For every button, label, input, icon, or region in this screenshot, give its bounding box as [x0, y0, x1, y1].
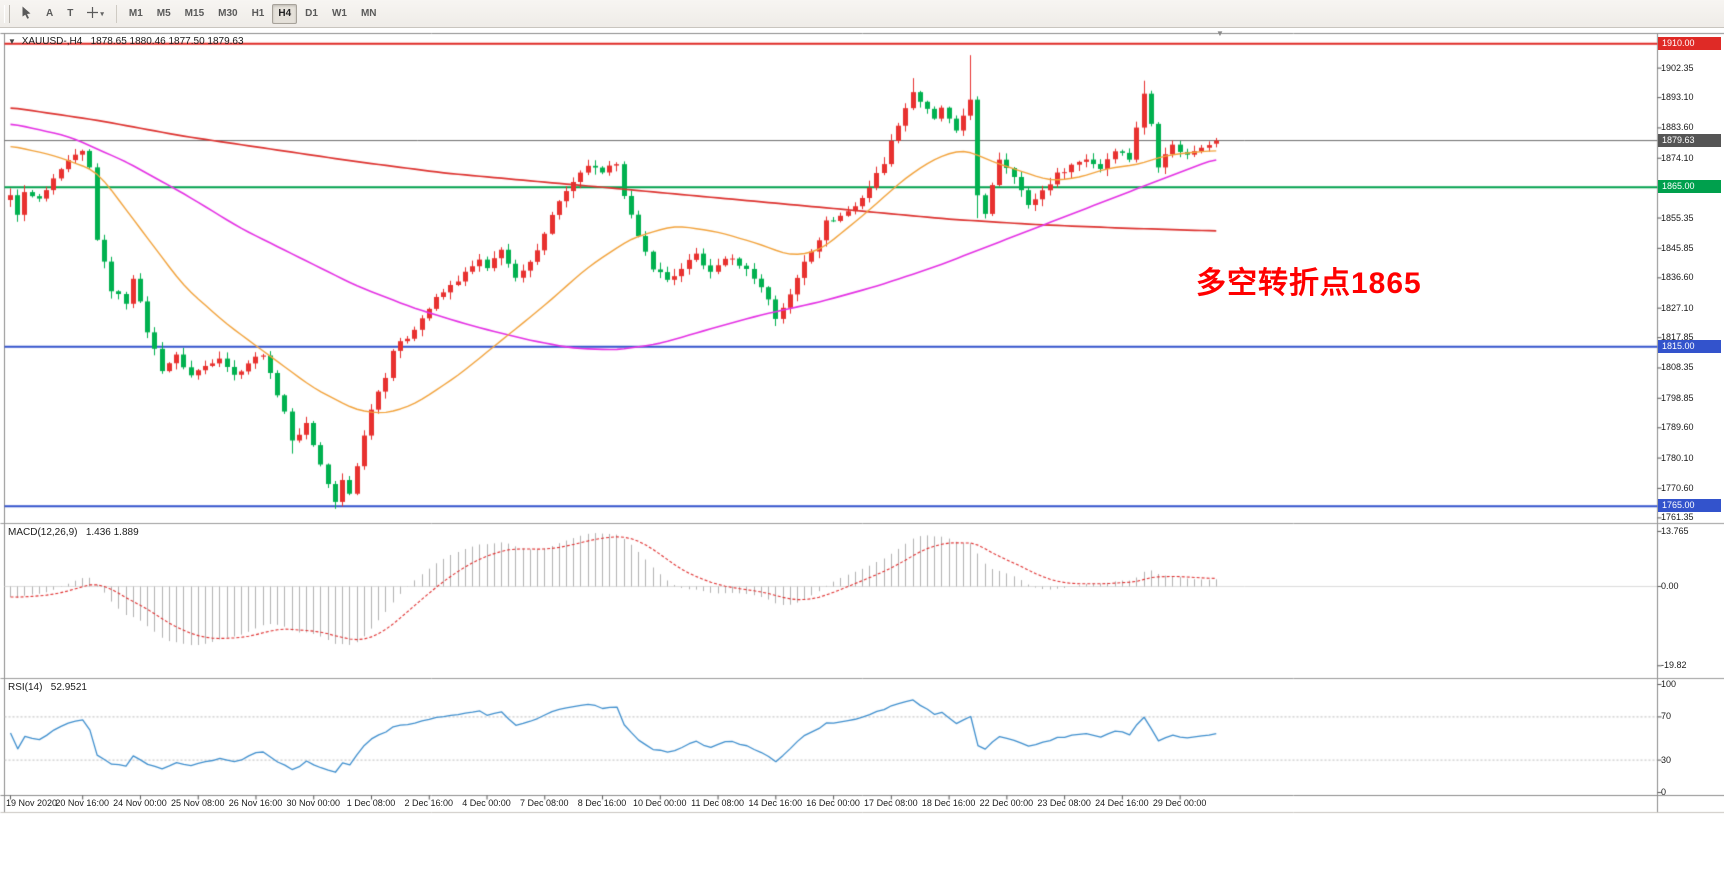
timeframe-button-M1[interactable]: M1 [128, 8, 143, 19]
rsi-value: 52.9521 [50, 682, 87, 693]
macd-pane-label: MACD(12,26,9) 1.436 1.889 [8, 527, 139, 538]
price-axis-label: 1874.10 [1661, 152, 1694, 163]
timeframe-button-MN[interactable]: MN [360, 8, 377, 19]
macd-axis-label: 0.00 [1661, 581, 1679, 591]
date-axis-label: 8 Dec 16:00 [577, 798, 627, 808]
date-axis-label: 24 Nov 00:00 [113, 798, 167, 808]
cursor-icon [21, 6, 32, 22]
tool-button-text[interactable]: A [46, 8, 54, 19]
date-axis-label: 4 Dec 00:00 [462, 798, 511, 808]
date-axis-label: 22 Dec 00:00 [979, 798, 1034, 808]
ohlc-readout: 1878.65 1880.46 1877.50 1879.63 [90, 36, 244, 47]
rsi-pane-label: RSI(14) 52.9521 [8, 682, 87, 693]
toolbar-separator [115, 4, 117, 23]
date-axis-label: 16 Dec 00:00 [806, 798, 860, 808]
timeframe-button-D1[interactable]: D1 [305, 8, 318, 19]
date-axis-label: 17 Dec 08:00 [864, 798, 918, 808]
price-axis-label: 1836.60 [1661, 272, 1694, 283]
timeframe-button-M5[interactable]: M5 [156, 8, 171, 19]
date-axis-label: 14 Dec 16:00 [748, 798, 803, 808]
date-axis-label: 1 Dec 08:00 [346, 798, 396, 808]
top-toolbar: A T ▾ M1 M5 M15 M30 H1 H4 D1 W1 MN [0, 0, 1724, 28]
price-badge-1815.00: 1815.00 [1658, 339, 1721, 353]
macd-axis-label: -19.82 [1661, 660, 1687, 671]
macd-values: 1.436 1.889 [85, 527, 139, 538]
price-axis-label: 1893.10 [1661, 92, 1694, 103]
date-axis-label: 29 Dec 00:00 [1152, 798, 1207, 808]
price-axis-label: 1798.85 [1661, 392, 1694, 403]
price-axis-label: 1780.10 [1661, 452, 1694, 463]
price-axis-label: 1817.85 [1661, 332, 1694, 343]
price-axis-label: 1827.10 [1661, 302, 1694, 313]
price-axis-label: 1770.60 [1661, 482, 1694, 493]
date-axis-label: 18 Dec 16:00 [921, 798, 976, 808]
tool-button-crosshair[interactable]: ▾ [81, 4, 110, 24]
collapse-arrow-icon[interactable]: ▼ [8, 37, 16, 46]
rsi-axis-label: 0 [1661, 787, 1667, 797]
timeframe-button-M15[interactable]: M15 [184, 8, 205, 19]
symbol-title: XAUUSD-,H4 [21, 36, 83, 47]
crosshair-icon [87, 6, 99, 21]
price-axis-label: 1789.60 [1661, 422, 1694, 433]
chart-shift-marker-icon[interactable]: ▼ [1216, 29, 1224, 38]
price-axis-label: 1902.35 [1661, 62, 1694, 73]
rsi-axis-label: 70 [1661, 711, 1672, 722]
price-badge-1865.00: 1865.00 [1658, 180, 1721, 194]
chart-annotation-text: 多空转折点1865 [1196, 267, 1422, 300]
timeframe-button-M30[interactable]: M30 [218, 8, 238, 19]
price-badge-1910.00: 1910.00 [1658, 36, 1721, 50]
tool-button-cursor[interactable] [15, 4, 38, 24]
price-axis-label: 1845.85 [1661, 242, 1694, 253]
chart-header: ▼ XAUUSD-,H4 1878.65 1880.46 1877.50 187… [8, 36, 244, 47]
price-axis-label: 1761.35 [1661, 512, 1694, 523]
price-badge-1765.00: 1765.00 [1658, 499, 1721, 513]
timeframe-button-W1[interactable]: W1 [331, 8, 347, 19]
macd-axis-label: 13.765 [1661, 525, 1689, 536]
price-axis-label: 1883.60 [1661, 122, 1694, 133]
chevron-down-icon[interactable]: ▾ [100, 10, 104, 18]
timeframe-button-H4[interactable]: H4 [272, 3, 298, 24]
date-axis-label: 30 Nov 00:00 [286, 798, 341, 808]
rsi-axis-label: 30 [1661, 754, 1672, 765]
timeframe-button-H1[interactable]: H1 [251, 8, 265, 19]
date-axis-label: 2 Dec 16:00 [404, 798, 454, 808]
price-axis-label: 1855.35 [1661, 212, 1694, 223]
toolbar-grip[interactable] [4, 4, 10, 23]
date-axis-label: 26 Nov 16:00 [228, 798, 283, 808]
date-axis-label: 23 Dec 08:00 [1037, 798, 1091, 808]
date-axis-label: 25 Nov 08:00 [170, 798, 225, 808]
date-axis-label: 11 Dec 08:00 [691, 798, 744, 808]
date-axis-label: 20 Nov 16:00 [55, 798, 109, 808]
tool-button-text-label[interactable]: T [67, 8, 74, 19]
date-axis-label: 10 Dec 00:00 [633, 798, 687, 808]
price-badge-1879.63: 1879.63 [1658, 133, 1721, 147]
rsi-axis-label: 100 [1661, 679, 1677, 689]
date-axis-label: 19 Nov 2020 [6, 798, 58, 808]
date-axis-label: 24 Dec 16:00 [1095, 798, 1149, 808]
price-axis-label: 1808.35 [1661, 362, 1694, 373]
date-axis-label: 7 Dec 08:00 [519, 798, 569, 808]
